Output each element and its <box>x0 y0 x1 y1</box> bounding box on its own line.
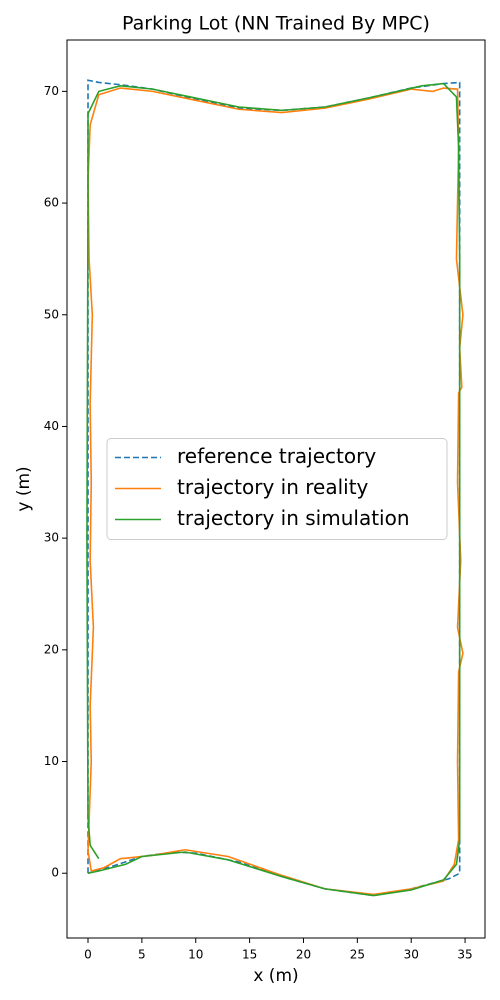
x-tick-label: 25 <box>350 948 365 962</box>
plot-frame <box>66 39 486 939</box>
y-tick-label: 60 <box>44 196 59 210</box>
x-tick-label: 35 <box>457 948 472 962</box>
y-tick-label: 20 <box>44 642 59 656</box>
x-tick-label: 10 <box>188 948 203 962</box>
x-tick-label: 5 <box>138 948 146 962</box>
x-tick-label: 0 <box>84 948 92 962</box>
y-tick-label: 30 <box>44 531 59 545</box>
x-axis-label: x (m) <box>253 966 298 986</box>
x-tick-label: 15 <box>242 948 257 962</box>
x-tick-label: 30 <box>404 948 419 962</box>
y-tick-label: 40 <box>44 419 59 433</box>
chart-title: Parking Lot (NN Trained By MPC) <box>122 13 430 35</box>
legend-label: reference trajectory <box>177 444 376 468</box>
legend-box <box>106 438 448 540</box>
y-tick-label: 10 <box>44 754 59 768</box>
y-tick-label: 70 <box>44 84 59 98</box>
series-line <box>86 82 461 897</box>
y-axis-label: y (m) <box>14 466 34 511</box>
y-tick-label: 50 <box>44 307 59 321</box>
y-tick-label: 0 <box>51 866 59 880</box>
legend-label: trajectory in simulation <box>177 506 410 530</box>
legend-label: trajectory in reality <box>177 475 369 499</box>
x-tick-label: 20 <box>296 948 311 962</box>
